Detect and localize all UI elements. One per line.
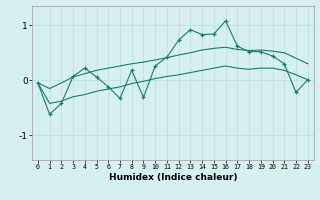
X-axis label: Humidex (Indice chaleur): Humidex (Indice chaleur) bbox=[108, 173, 237, 182]
